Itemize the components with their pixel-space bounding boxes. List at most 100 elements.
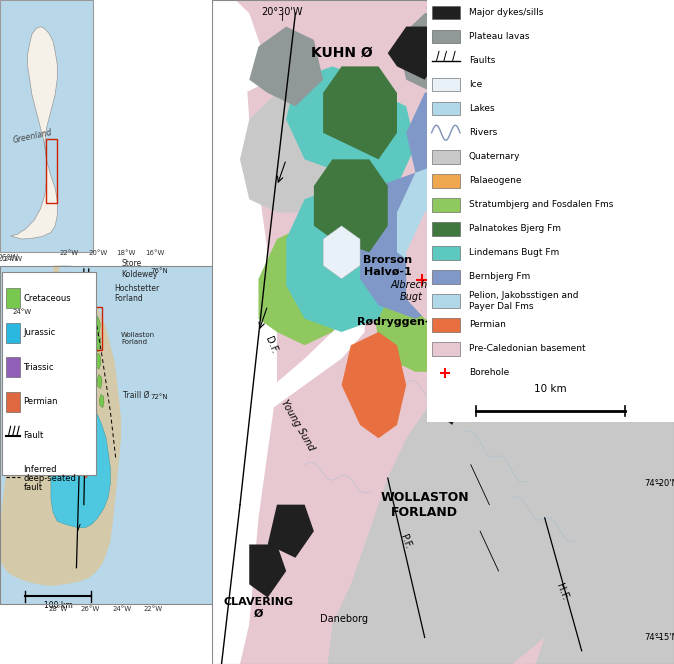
Text: CLAVERING
Ø: CLAVERING Ø bbox=[223, 597, 294, 618]
Bar bbox=[6, 357, 20, 377]
Bar bbox=[431, 174, 460, 187]
Text: Daneborg: Daneborg bbox=[320, 614, 368, 624]
Polygon shape bbox=[86, 403, 91, 417]
Text: 74°30'N: 74°30'N bbox=[644, 339, 674, 349]
Polygon shape bbox=[582, 252, 674, 385]
Text: 24°W: 24°W bbox=[13, 309, 32, 315]
Text: Hochstetter
Forland: Hochstetter Forland bbox=[115, 284, 160, 303]
Polygon shape bbox=[0, 266, 121, 586]
Text: Lindemans Bugt Fm: Lindemans Bugt Fm bbox=[468, 248, 559, 258]
Bar bbox=[431, 246, 460, 260]
Polygon shape bbox=[212, 0, 674, 664]
Text: 24°W: 24°W bbox=[3, 256, 22, 262]
Polygon shape bbox=[96, 353, 101, 369]
Polygon shape bbox=[88, 356, 94, 373]
Polygon shape bbox=[88, 331, 96, 352]
Bar bbox=[431, 6, 460, 19]
Polygon shape bbox=[526, 239, 582, 319]
Text: 24°W: 24°W bbox=[113, 606, 131, 612]
Polygon shape bbox=[259, 226, 351, 345]
Polygon shape bbox=[314, 159, 388, 252]
Text: WOLLASTON
FORLAND: WOLLASTON FORLAND bbox=[380, 491, 469, 519]
Text: Quaternary: Quaternary bbox=[468, 152, 520, 161]
Bar bbox=[431, 222, 460, 236]
Text: Stratumbjerg and Fosdalen Fms: Stratumbjerg and Fosdalen Fms bbox=[468, 201, 613, 209]
Bar bbox=[431, 318, 460, 331]
Polygon shape bbox=[360, 173, 462, 319]
Polygon shape bbox=[545, 159, 628, 292]
Text: Jameson
Land: Jameson Land bbox=[65, 455, 97, 475]
Text: KUHN Ø: KUHN Ø bbox=[311, 46, 373, 60]
Polygon shape bbox=[235, 305, 365, 432]
Text: 20°30'W: 20°30'W bbox=[261, 7, 303, 17]
Polygon shape bbox=[95, 335, 100, 352]
Text: P.F.: P.F. bbox=[398, 533, 412, 550]
Text: H.F.: H.F. bbox=[555, 582, 570, 602]
Polygon shape bbox=[526, 146, 674, 412]
Text: 76°N: 76°N bbox=[151, 268, 168, 274]
Text: Store
Koldewey: Store Koldewey bbox=[121, 259, 158, 279]
Text: Inferred: Inferred bbox=[24, 465, 57, 473]
Text: 72°N: 72°N bbox=[151, 394, 168, 400]
Text: 16°W: 16°W bbox=[146, 250, 164, 256]
Polygon shape bbox=[83, 465, 88, 478]
Bar bbox=[431, 30, 460, 43]
Text: Permian: Permian bbox=[24, 397, 58, 406]
Text: Palnatokes Bjerg Fm: Palnatokes Bjerg Fm bbox=[468, 224, 561, 233]
Text: 26°W: 26°W bbox=[81, 606, 100, 612]
Text: Major dykes/sills: Major dykes/sills bbox=[468, 8, 543, 17]
Bar bbox=[431, 270, 460, 284]
Bar bbox=[89, 307, 102, 350]
Text: 74°20'N: 74°20'N bbox=[644, 479, 674, 488]
Text: Palaeogene: Palaeogene bbox=[468, 177, 521, 185]
Text: Young Sund: Young Sund bbox=[279, 398, 316, 452]
Bar bbox=[431, 150, 460, 163]
Text: deep-seated: deep-seated bbox=[24, 474, 76, 483]
Text: 74°15'N: 74°15'N bbox=[644, 633, 674, 642]
Text: 20°W: 20°W bbox=[88, 250, 107, 256]
Text: 28°W: 28°W bbox=[49, 606, 68, 612]
Text: 74°40'N: 74°40'N bbox=[644, 224, 674, 234]
Polygon shape bbox=[434, 372, 462, 425]
Bar bbox=[431, 198, 460, 212]
Text: Bernbjerg Fm: Bernbjerg Fm bbox=[468, 272, 530, 282]
Polygon shape bbox=[342, 332, 406, 438]
Polygon shape bbox=[406, 80, 499, 186]
Bar bbox=[431, 102, 460, 116]
Text: 20°0'W: 20°0'W bbox=[425, 7, 461, 17]
Polygon shape bbox=[462, 13, 545, 120]
Bar bbox=[0, 0, 94, 252]
Bar bbox=[431, 294, 460, 307]
Polygon shape bbox=[388, 27, 443, 80]
Bar bbox=[46, 139, 57, 203]
Polygon shape bbox=[84, 444, 89, 457]
Text: Traill Ø: Traill Ø bbox=[123, 390, 150, 400]
Polygon shape bbox=[99, 394, 104, 408]
Text: Fault: Fault bbox=[24, 431, 44, 440]
Polygon shape bbox=[286, 186, 397, 332]
Polygon shape bbox=[84, 423, 89, 437]
Polygon shape bbox=[11, 27, 57, 239]
Text: 26°W: 26°W bbox=[0, 254, 19, 263]
Polygon shape bbox=[286, 66, 379, 173]
Text: fault: fault bbox=[24, 483, 42, 492]
Bar bbox=[2, 272, 96, 475]
Text: 22°W: 22°W bbox=[144, 606, 162, 612]
Text: Triassic: Triassic bbox=[24, 363, 54, 372]
Text: Ice: Ice bbox=[468, 80, 482, 89]
Bar bbox=[6, 323, 20, 343]
Text: 22°W: 22°W bbox=[59, 250, 79, 256]
Text: Lakes: Lakes bbox=[468, 104, 494, 114]
Polygon shape bbox=[212, 0, 268, 93]
Text: Plateau lavas: Plateau lavas bbox=[468, 32, 529, 41]
Bar bbox=[0, 266, 212, 604]
Polygon shape bbox=[268, 505, 314, 558]
Polygon shape bbox=[49, 266, 76, 312]
Text: K.F.: K.F. bbox=[495, 329, 510, 348]
Text: Cretaceous: Cretaceous bbox=[24, 293, 71, 303]
Text: Wollaston
Forland: Wollaston Forland bbox=[121, 332, 155, 345]
Text: Albrecht
Bugt: Albrecht Bugt bbox=[390, 280, 431, 301]
Text: 74°35'N: 74°35'N bbox=[644, 281, 674, 290]
Text: Greenland: Greenland bbox=[13, 127, 53, 145]
Polygon shape bbox=[90, 312, 98, 339]
